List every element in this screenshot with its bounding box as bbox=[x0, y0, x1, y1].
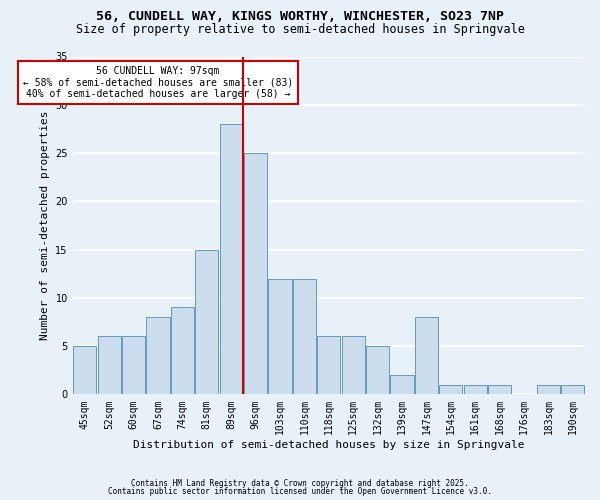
Text: 56 CUNDELL WAY: 97sqm
← 58% of semi-detached houses are smaller (83)
40% of semi: 56 CUNDELL WAY: 97sqm ← 58% of semi-deta… bbox=[23, 66, 293, 100]
Text: Contains public sector information licensed under the Open Government Licence v3: Contains public sector information licen… bbox=[108, 487, 492, 496]
X-axis label: Distribution of semi-detached houses by size in Springvale: Distribution of semi-detached houses by … bbox=[133, 440, 524, 450]
Bar bbox=[317, 336, 340, 394]
Text: Contains HM Land Registry data © Crown copyright and database right 2025.: Contains HM Land Registry data © Crown c… bbox=[131, 478, 469, 488]
Bar bbox=[73, 346, 97, 395]
Bar bbox=[415, 317, 438, 394]
Bar bbox=[488, 384, 511, 394]
Bar bbox=[98, 336, 121, 394]
Bar bbox=[146, 317, 170, 394]
Bar bbox=[341, 336, 365, 394]
Bar bbox=[464, 384, 487, 394]
Bar bbox=[537, 384, 560, 394]
Bar bbox=[561, 384, 584, 394]
Bar bbox=[268, 278, 292, 394]
Text: Size of property relative to semi-detached houses in Springvale: Size of property relative to semi-detach… bbox=[76, 22, 524, 36]
Bar bbox=[366, 346, 389, 395]
Bar bbox=[122, 336, 145, 394]
Y-axis label: Number of semi-detached properties: Number of semi-detached properties bbox=[40, 110, 50, 340]
Bar bbox=[391, 375, 413, 394]
Bar bbox=[439, 384, 463, 394]
Bar bbox=[171, 308, 194, 394]
Bar bbox=[220, 124, 243, 394]
Bar bbox=[293, 278, 316, 394]
Text: 56, CUNDELL WAY, KINGS WORTHY, WINCHESTER, SO23 7NP: 56, CUNDELL WAY, KINGS WORTHY, WINCHESTE… bbox=[96, 10, 504, 23]
Bar bbox=[195, 250, 218, 394]
Bar bbox=[244, 153, 267, 394]
